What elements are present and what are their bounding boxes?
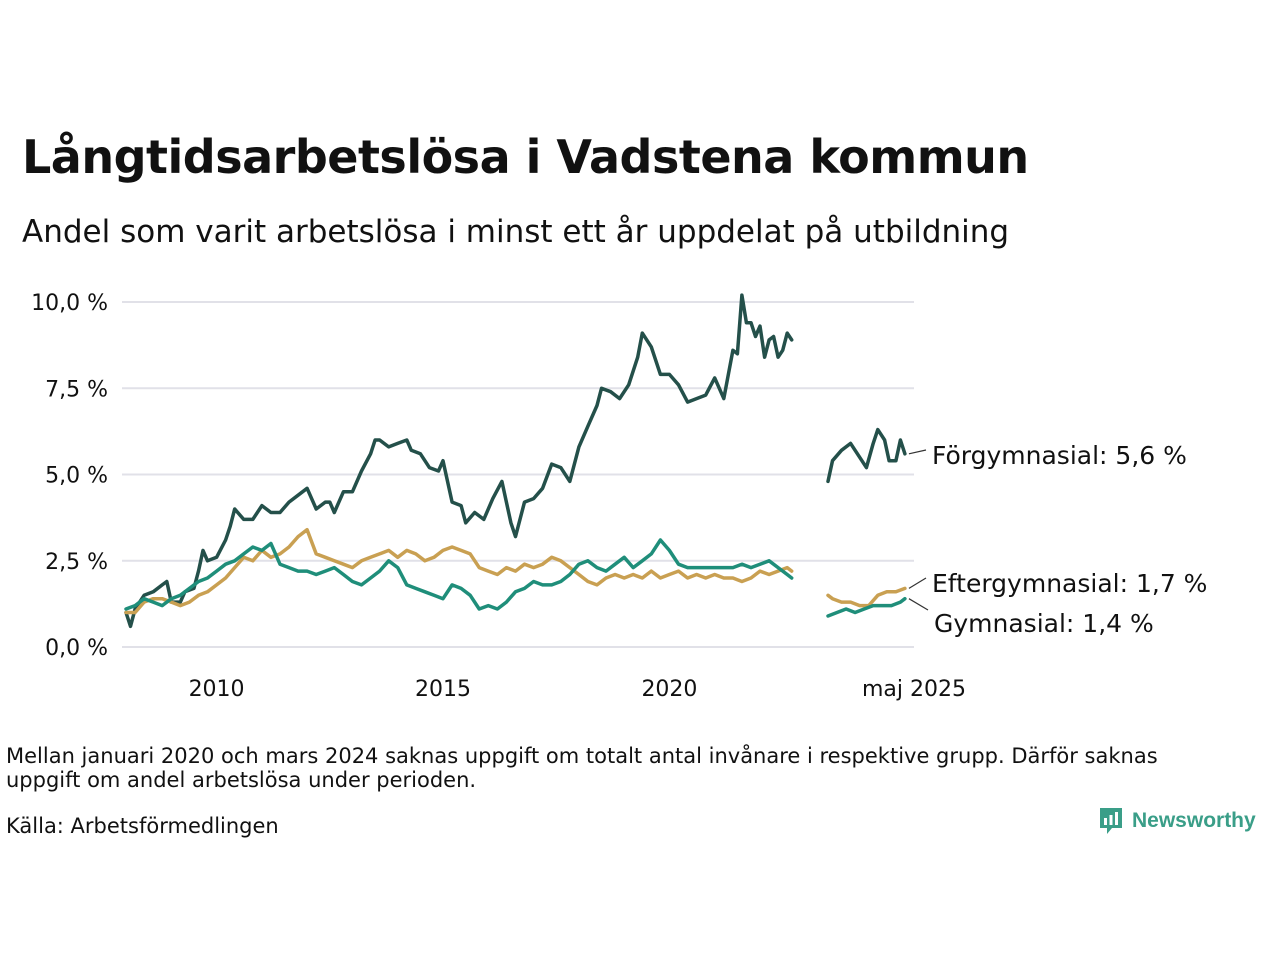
source-text: Källa: Arbetsförmedlingen: [6, 814, 279, 838]
newsworthy-logo[interactable]: Newsworthy: [1098, 806, 1256, 836]
y-tick-label: 0,0 %: [45, 636, 108, 661]
y-tick-label: 7,5 %: [45, 377, 108, 402]
series-lines: [124, 293, 907, 629]
x-tick-label: 2010: [189, 677, 245, 702]
footnote: Mellan januari 2020 och mars 2024 saknas…: [6, 744, 1158, 792]
chart-subtitle: Andel som varit arbetslösa i minst ett å…: [22, 214, 1010, 250]
series-line-gymnasial-0: [124, 538, 794, 611]
y-tick-label: 10,0 %: [31, 291, 108, 316]
x-axis-labels: 2010 2015 2020 maj 2025: [189, 677, 966, 702]
leader-line: [908, 598, 929, 611]
leader-line: [908, 577, 927, 589]
y-tick-label: 5,0 %: [45, 464, 108, 489]
brand-name: Newsworthy: [1132, 809, 1256, 832]
series-line-gymnasial-1: [826, 596, 907, 618]
newsworthy-logo-icon: [1100, 808, 1122, 834]
leader-line: [908, 449, 927, 455]
gridlines: [122, 301, 914, 648]
x-tick-label: 2015: [415, 677, 471, 702]
series-line-eftergymnasial-1: [826, 586, 907, 608]
series-line-eftergymnasial-0: [124, 527, 794, 615]
y-tick-label: 2,5 %: [45, 550, 108, 575]
y-axis-labels: 0,0 % 2,5 % 5,0 % 7,5 % 10,0 %: [31, 291, 108, 661]
x-tick-label: 2020: [641, 677, 697, 702]
series-end-label: Förgymnasial: 5,6 %: [932, 441, 1187, 470]
series-line-förgymnasial-1: [826, 427, 907, 484]
series-line-förgymnasial-0: [124, 293, 794, 629]
series-end-labels: Förgymnasial: 5,6 % Eftergymnasial: 1,7 %…: [908, 441, 1207, 638]
x-tick-label: maj 2025: [862, 677, 966, 702]
chart-title: Långtidsarbetslösa i Vadstena kommun: [22, 130, 1029, 184]
series-end-label: Eftergymnasial: 1,7 %: [932, 569, 1207, 598]
series-end-label: Gymnasial: 1,4 %: [934, 609, 1154, 638]
